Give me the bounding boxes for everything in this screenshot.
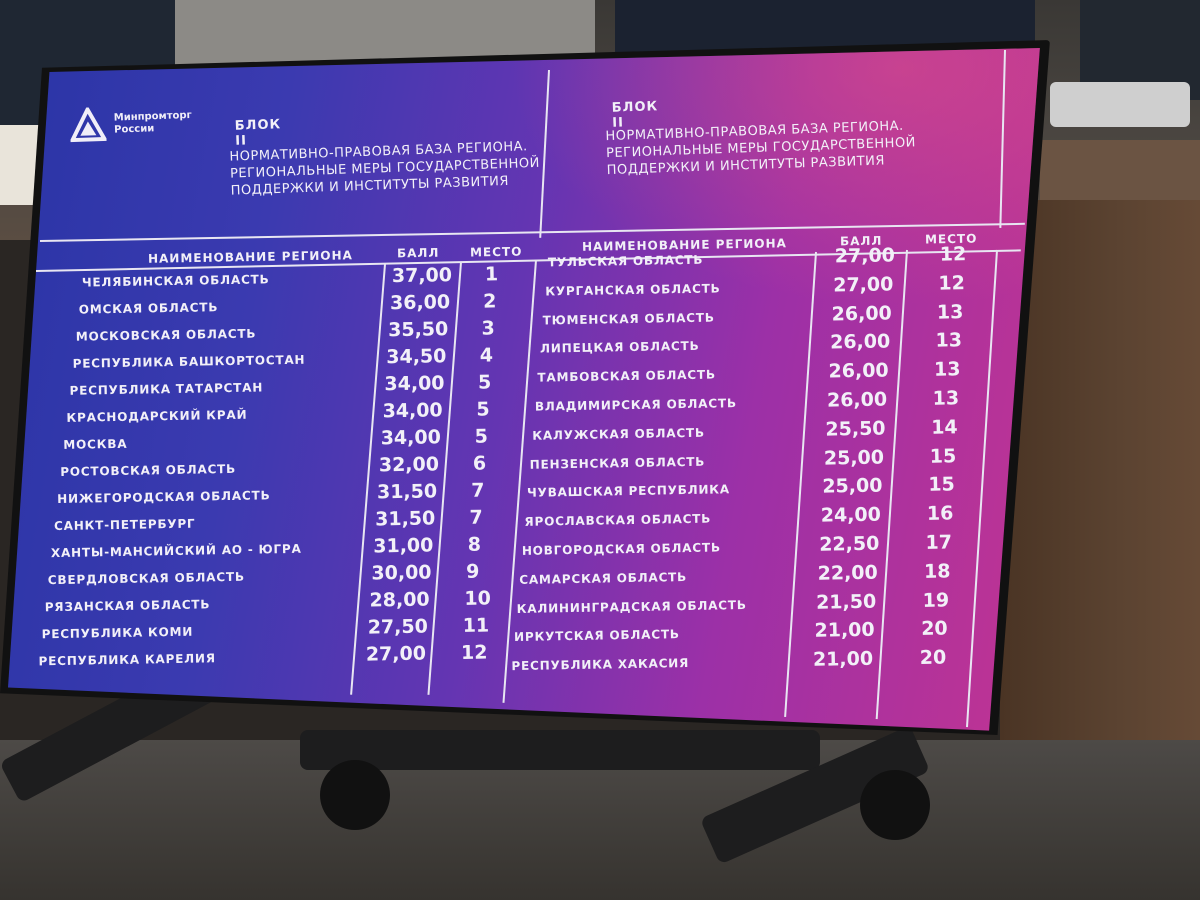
region-score: 22,00 — [817, 561, 878, 585]
region-place: 13 — [932, 387, 960, 410]
region-score: 34,00 — [382, 399, 443, 423]
region-name: ТУЛЬСКАЯ ОБЛАСТЬ — [547, 252, 704, 270]
region-score: 27,00 — [834, 244, 896, 268]
region-place: 11 — [462, 614, 490, 637]
region-place: 10 — [464, 587, 492, 610]
monitor-stand-bar — [300, 730, 820, 770]
region-score: 27,50 — [367, 615, 429, 639]
region-name: ПЕНЗЕНСКАЯ ОБЛАСТЬ — [529, 454, 706, 472]
region-score: 32,00 — [378, 453, 440, 477]
region-score: 26,00 — [831, 302, 892, 326]
region-name: САНКТ-ПЕТЕРБУРГ — [53, 516, 196, 534]
region-score: 27,00 — [833, 273, 894, 297]
region-score: 26,00 — [826, 388, 888, 412]
region-place: 6 — [472, 452, 487, 475]
region-score: 31,50 — [376, 480, 438, 504]
region-place: 12 — [938, 271, 966, 295]
region-score: 31,00 — [373, 534, 434, 558]
logo-text: Минпромторг России — [113, 109, 192, 136]
microphone-base — [1050, 82, 1190, 127]
region-score: 21,00 — [814, 619, 875, 643]
region-score: 25,50 — [825, 417, 886, 441]
name-card — [0, 125, 40, 205]
region-place: 13 — [933, 358, 961, 381]
region-place: 5 — [477, 371, 492, 394]
left-place-header: МЕСТО — [469, 244, 523, 260]
region-score: 25,00 — [823, 446, 885, 470]
region-place: 4 — [479, 344, 494, 367]
region-place: 13 — [935, 329, 963, 353]
region-place: 5 — [476, 398, 490, 421]
region-name: КАЛУЖСКАЯ ОБЛАСТЬ — [532, 425, 706, 443]
desk-edge — [1040, 140, 1200, 210]
stand-wheel-right — [860, 770, 930, 840]
region-score: 24,00 — [820, 503, 882, 527]
region-place: 12 — [460, 641, 488, 664]
region-place: 16 — [926, 502, 954, 526]
region-place: 18 — [923, 560, 951, 583]
region-place: 17 — [925, 531, 953, 554]
region-score: 26,00 — [829, 330, 891, 354]
region-place: 15 — [928, 473, 956, 497]
region-score: 21,00 — [812, 647, 874, 671]
region-score: 36,00 — [389, 291, 451, 315]
region-name: САМАРСКАЯ ОБЛАСТЬ — [519, 569, 688, 587]
region-place: 9 — [465, 560, 480, 583]
region-name: ОМСКАЯ ОБЛАСТЬ — [78, 300, 219, 317]
region-score: 27,00 — [365, 642, 427, 666]
region-score: 34,50 — [386, 345, 447, 369]
region-place: 13 — [936, 300, 964, 324]
region-name: РЕСПУБЛИКА КОМИ — [41, 624, 194, 642]
monitor-display — [8, 48, 1040, 731]
region-place: 2 — [482, 290, 497, 313]
region-score: 35,50 — [387, 318, 449, 342]
region-place: 1 — [484, 263, 499, 286]
region-place: 14 — [931, 416, 958, 439]
triangle-logo-icon — [69, 105, 108, 144]
region-place: 12 — [939, 243, 967, 266]
region-score: 22,50 — [819, 532, 880, 556]
left-block-title: БЛОК II — [234, 117, 282, 149]
region-place: 5 — [474, 425, 489, 448]
region-name: МОСКВА — [63, 436, 128, 452]
region-score: 34,00 — [384, 372, 445, 396]
display-glow — [508, 48, 1040, 308]
region-place: 7 — [471, 479, 485, 502]
region-score: 26,00 — [828, 359, 889, 383]
wood-panel-wall — [1000, 200, 1200, 760]
region-place: 15 — [929, 444, 957, 468]
region-score: 30,00 — [371, 561, 432, 585]
stand-wheel-left — [320, 760, 390, 830]
region-score: 34,00 — [380, 426, 442, 450]
region-score: 28,00 — [369, 588, 430, 612]
region-place: 7 — [469, 506, 483, 529]
left-score-header: БАЛЛ — [396, 245, 440, 261]
region-name: КУРГАНСКАЯ ОБЛАСТЬ — [545, 281, 721, 299]
region-place: 8 — [467, 533, 482, 556]
region-name: ТЮМЕНСКАЯ ОБЛАСТЬ — [542, 310, 715, 328]
region-score: 21,50 — [815, 590, 877, 614]
region-place: 20 — [919, 646, 947, 670]
region-place: 3 — [481, 317, 495, 340]
region-name: РЯЗАНСКАЯ ОБЛАСТЬ — [44, 597, 211, 615]
region-place: 19 — [922, 589, 950, 612]
region-place: 20 — [921, 617, 948, 641]
ministry-logo: Минпромторг России — [69, 104, 194, 144]
region-score: 37,00 — [391, 264, 453, 288]
region-score: 25,00 — [822, 474, 883, 499]
region-score: 31,50 — [374, 507, 436, 531]
